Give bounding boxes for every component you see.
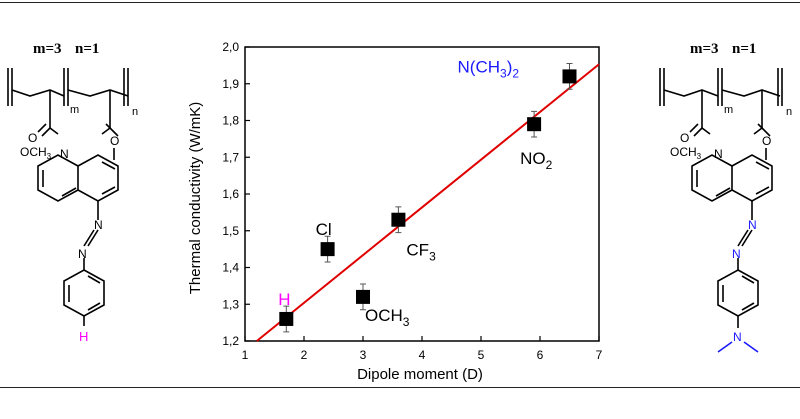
right-link-o: O <box>762 134 771 148</box>
right-backbone <box>659 68 783 137</box>
x-axis-label: Dipole moment (D) <box>357 366 483 383</box>
right-azo-n1: N <box>748 218 757 232</box>
left-header-m: m=3 <box>33 41 62 57</box>
data-point <box>562 69 577 84</box>
y-tick-label: 1,5 <box>222 224 239 238</box>
right-dimethyl <box>717 341 759 353</box>
x-tick-label: 3 <box>360 348 367 362</box>
left-backbone <box>7 68 129 137</box>
label-no2: NO2 <box>520 149 553 172</box>
data-point <box>527 117 542 132</box>
fit-line-group <box>256 63 600 342</box>
x-tick-label: 7 <box>596 348 603 362</box>
top-rule <box>0 2 800 3</box>
left-sub-n: n <box>132 106 138 118</box>
right-header-m: m=3 <box>690 41 719 57</box>
right-sub-n: n <box>786 106 792 118</box>
right-quinoline <box>691 148 773 220</box>
bottom-rule <box>0 387 800 388</box>
right-terminal-n: N <box>733 330 742 344</box>
y-tick-label: 1,4 <box>222 261 239 275</box>
data-point <box>391 212 406 227</box>
data-point <box>320 242 335 257</box>
left-header-n: n=1 <box>75 41 99 57</box>
label-cf3: CF3 <box>406 241 436 264</box>
label-h: H <box>278 290 290 309</box>
label-cl: Cl <box>316 220 332 239</box>
label-nme2: N(CH3)2 <box>458 57 520 80</box>
y-tick-label: 1,2 <box>222 334 239 348</box>
y-axis-label: Thermal conductivity (W/mK) <box>187 102 204 295</box>
left-azo <box>83 229 99 270</box>
left-azo-n1: N <box>94 218 103 232</box>
label-och3: OCH3 <box>365 306 410 329</box>
left-phenyl <box>63 269 105 326</box>
right-methoxy: OCH3 <box>670 145 702 161</box>
right-phenyl <box>717 269 759 328</box>
left-quinoline <box>37 148 119 220</box>
plot-frame <box>244 46 600 342</box>
left-terminal-h: H <box>79 329 88 344</box>
right-ester-o: O <box>680 131 689 145</box>
y-tick-label: 1,7 <box>222 150 239 164</box>
right-molecule-structure: m=3 n=1 m n O OCH3 O N <box>659 41 792 353</box>
x-tick-label: 6 <box>537 348 544 362</box>
fit-line <box>256 63 600 342</box>
right-ring-n: N <box>714 147 723 161</box>
left-ester-o: O <box>28 131 37 145</box>
y-tick-label: 1,6 <box>222 187 239 201</box>
x-tick-label: 1 <box>242 348 249 362</box>
left-methoxy: OCH3 <box>20 145 52 161</box>
x-tick-label: 5 <box>478 348 485 362</box>
right-header-n: n=1 <box>732 41 756 57</box>
scatter-chart: Thermal conductivity (W/mK) Dipole momen… <box>187 40 603 383</box>
right-sub-m: m <box>724 104 733 116</box>
axis-ticks: 1 2 3 4 5 6 7 1,2 1,3 1,4 1,5 1,6 1,7 1,8 1,9 2,0 <box>222 40 602 362</box>
right-azo-n2: N <box>732 247 741 261</box>
left-link-o: O <box>110 134 119 148</box>
y-tick-label: 2,0 <box>222 40 239 54</box>
y-tick-label: 1,3 <box>222 297 239 311</box>
left-molecule-structure: m=3 n=1 m n O OCH3 O N <box>7 41 138 344</box>
left-ring-n: N <box>60 147 69 161</box>
y-tick-label: 1,9 <box>222 77 239 91</box>
left-azo-n2: N <box>78 247 87 261</box>
data-point <box>279 311 294 326</box>
y-tick-label: 1,8 <box>222 114 239 128</box>
left-sub-m: m <box>70 104 79 116</box>
right-azo <box>737 229 753 270</box>
point-annotations: H Cl OCH3 CF3 NO2 N(CH3)2 <box>278 57 553 329</box>
data-points <box>279 63 577 333</box>
x-tick-label: 4 <box>419 348 426 362</box>
data-point <box>356 289 370 304</box>
x-tick-label: 2 <box>301 348 308 362</box>
